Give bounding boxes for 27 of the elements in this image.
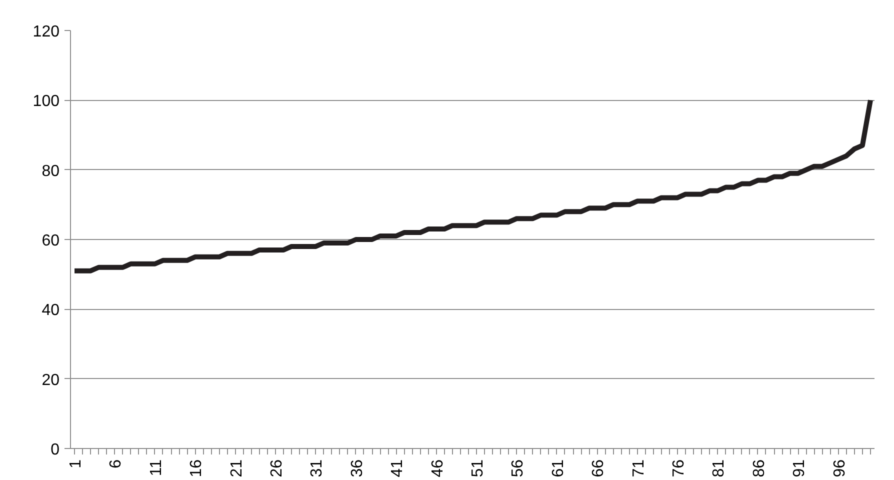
y-tick-label: 100 [32,93,60,110]
y-tick-label: 0 [50,442,60,458]
y-tick-label: 20 [42,372,60,389]
x-tick-label: 91 [791,459,808,478]
y-tick-label: 60 [42,232,60,250]
y-tick-label: 120 [32,24,60,40]
x-tick-label: 56 [510,459,527,478]
y-tick-label: 40 [42,302,60,320]
x-tick-label: 96 [831,459,848,478]
x-tick-label: 46 [429,459,446,478]
x-tick-label: 71 [630,459,648,478]
x-tick-label: 36 [348,459,366,478]
x-tick-label: 16 [188,459,206,478]
x-tick-label: 11 [148,459,165,476]
x-tick-label: 1 [68,459,85,468]
y-tick-label: 80 [42,162,60,180]
x-tick-label: 66 [590,459,608,478]
x-tick-label: 76 [670,459,688,478]
x-tick-label: 51 [470,459,487,478]
x-tick-label: 31 [308,459,326,478]
x-tick-label: 86 [750,459,768,478]
x-tick-label: 81 [710,459,728,478]
x-tick-label: 6 [108,459,125,468]
x-tick-label: 26 [268,459,286,478]
x-tick-label: 21 [228,459,246,478]
x-tick-label: 41 [389,459,406,478]
x-tick-label: 61 [550,459,567,478]
